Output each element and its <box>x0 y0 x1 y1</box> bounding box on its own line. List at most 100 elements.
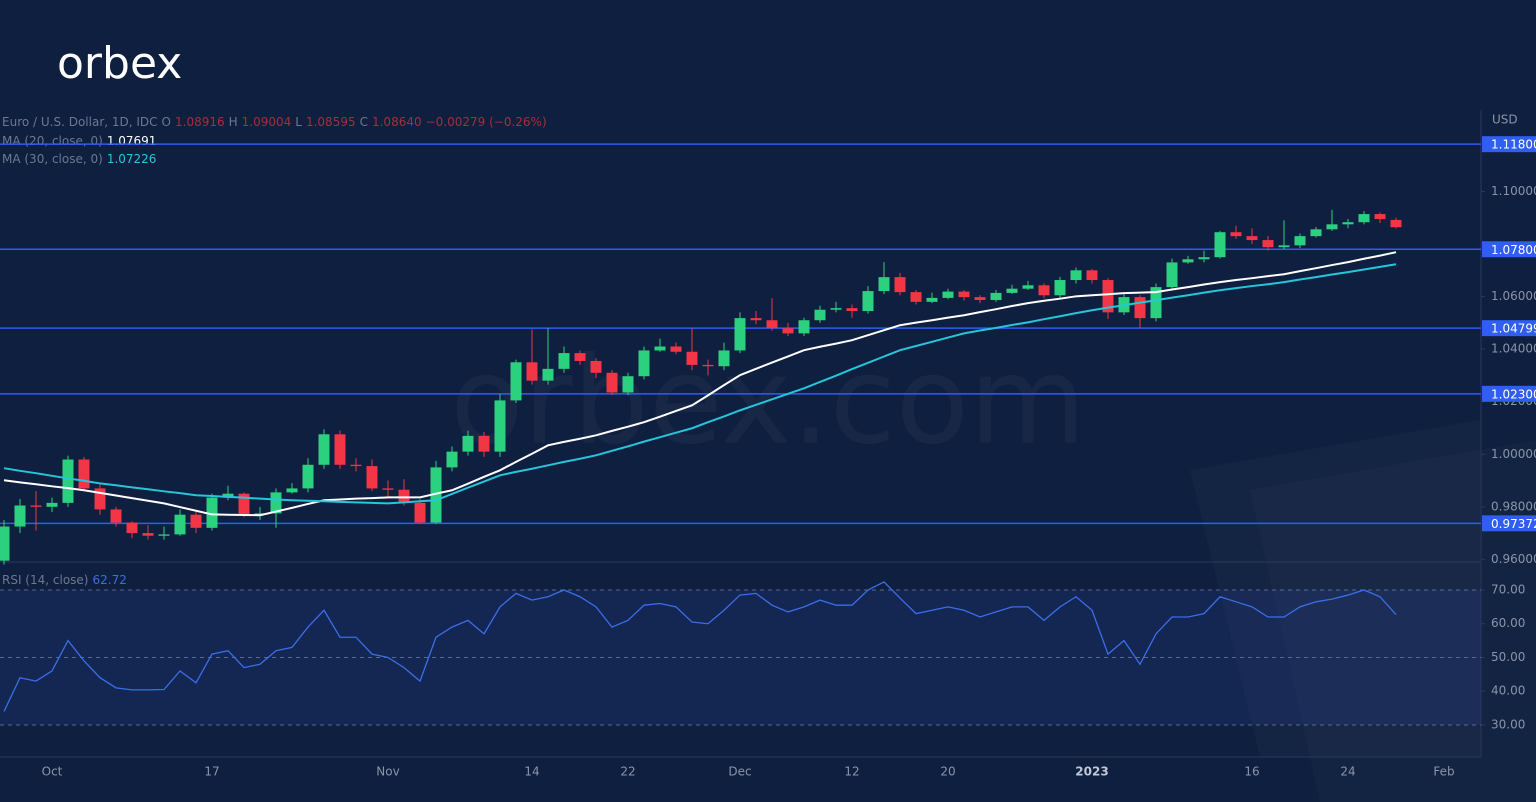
y-tick-label: 1.10000 <box>1491 184 1536 198</box>
candle-body <box>158 534 170 536</box>
ma-line <box>3 263 1397 505</box>
candle-body <box>1390 219 1402 228</box>
candle-body <box>494 400 506 452</box>
candle-body <box>766 320 778 329</box>
candle-body <box>622 376 634 393</box>
candle-body <box>142 533 154 536</box>
candle-body <box>734 318 746 351</box>
candle-body <box>1278 245 1290 248</box>
legend-ohlc: O <box>162 115 171 129</box>
candle-body <box>718 350 730 367</box>
x-tick-label: Oct <box>42 765 63 779</box>
x-tick-label: 17 <box>204 765 219 779</box>
candle-body <box>1326 224 1338 230</box>
candle-body <box>830 308 842 310</box>
x-tick-label: 16 <box>1244 765 1259 779</box>
candle-body <box>1198 257 1210 260</box>
candle-body <box>1054 280 1066 296</box>
candle-body <box>1182 259 1194 263</box>
candle-body <box>1310 229 1322 237</box>
candle-body <box>1070 270 1082 281</box>
candle-body <box>878 277 890 292</box>
legend-row: Euro / U.S. Dollar, 1D, IDC O 1.08916 H 1.09… <box>2 115 547 129</box>
candle-body <box>1102 280 1114 313</box>
level-label: 1.04799 <box>1491 322 1536 336</box>
legend-ohlc: −0.00279 (−0.26%) <box>426 115 547 129</box>
rsi-tick-label: 60.00 <box>1491 616 1525 630</box>
level-label-box <box>1482 515 1536 532</box>
legend-value: 1.07691 <box>107 134 157 148</box>
candle-body <box>190 514 202 528</box>
candle-body <box>1358 214 1370 223</box>
watermark: orbex.com <box>450 333 1086 472</box>
legend-ohlc: 1.09004 <box>242 115 292 129</box>
legend-ohlc: L <box>295 115 302 129</box>
candle-body <box>78 459 90 489</box>
candle-body <box>574 353 586 361</box>
legend-name: RSI (14, close) <box>2 573 88 587</box>
candle-body <box>1230 232 1242 237</box>
candle-body <box>846 308 858 312</box>
candle-body <box>510 362 522 401</box>
level-label-box <box>1482 320 1536 337</box>
candle-body <box>382 488 394 490</box>
candle-body <box>782 328 794 334</box>
candle-body <box>958 291 970 298</box>
legend-row: MA (30, close, 0) 1.07226 <box>2 152 156 166</box>
y-tick-label: 1.00000 <box>1491 447 1536 461</box>
candle-body <box>46 502 58 507</box>
rsi-tick-label: 70.00 <box>1491 583 1525 597</box>
candle-body <box>1262 240 1274 248</box>
candle-body <box>398 489 410 503</box>
x-tick-label: 22 <box>620 765 635 779</box>
legend-ohlc: C <box>360 115 368 129</box>
candle-body <box>1086 270 1098 281</box>
level-label-box <box>1482 385 1536 402</box>
level-label: 1.07800 <box>1491 243 1536 257</box>
candle-body <box>446 451 458 468</box>
candle-body <box>462 435 474 452</box>
candle-body <box>430 467 442 523</box>
rsi-tick-label: 30.00 <box>1491 717 1525 731</box>
level-label-box <box>1482 136 1536 153</box>
x-tick-label: Dec <box>728 765 751 779</box>
rsi-tick-label: 40.00 <box>1491 684 1525 698</box>
legend-ohlc: 1.08916 <box>175 115 225 129</box>
legend-name: MA (30, close, 0) <box>2 152 103 166</box>
candle-body <box>1038 285 1050 296</box>
candle-body <box>526 362 538 381</box>
candle-body <box>334 434 346 465</box>
y-tick-label: 1.04000 <box>1491 342 1536 356</box>
candle-body <box>366 466 378 489</box>
logo: orbex <box>57 38 182 89</box>
candle-body <box>1166 262 1178 288</box>
candle-body <box>62 459 74 503</box>
candle-body <box>558 353 570 369</box>
candle-body <box>318 434 330 465</box>
y-tick-label: 0.98000 <box>1491 499 1536 513</box>
candle-body <box>654 346 666 351</box>
candle-body <box>798 320 810 334</box>
candle-body <box>990 292 1002 300</box>
currency: USD <box>1492 113 1518 127</box>
legend-ohlc: 1.08595 <box>306 115 356 129</box>
candle-body <box>174 514 186 535</box>
candle-body <box>1374 214 1386 220</box>
legend: Euro / U.S. Dollar, 1D, IDC O 1.08916 H 1.09… <box>2 115 547 587</box>
candle-body <box>302 464 314 489</box>
rsi-line <box>3 581 1397 712</box>
candle-body <box>926 297 938 302</box>
candle-body <box>686 351 698 365</box>
x-tick-label: 14 <box>524 765 539 779</box>
candle-body <box>1150 287 1162 319</box>
candle-body <box>1214 232 1226 258</box>
candle-body <box>286 488 298 493</box>
candle-body <box>110 509 122 523</box>
candle-body <box>30 505 42 507</box>
x-tick-label: Feb <box>1433 765 1454 779</box>
candle-body <box>750 318 762 321</box>
candle-body <box>350 464 362 467</box>
candle-body <box>414 502 426 523</box>
level-label: 0.97372 <box>1491 517 1536 531</box>
